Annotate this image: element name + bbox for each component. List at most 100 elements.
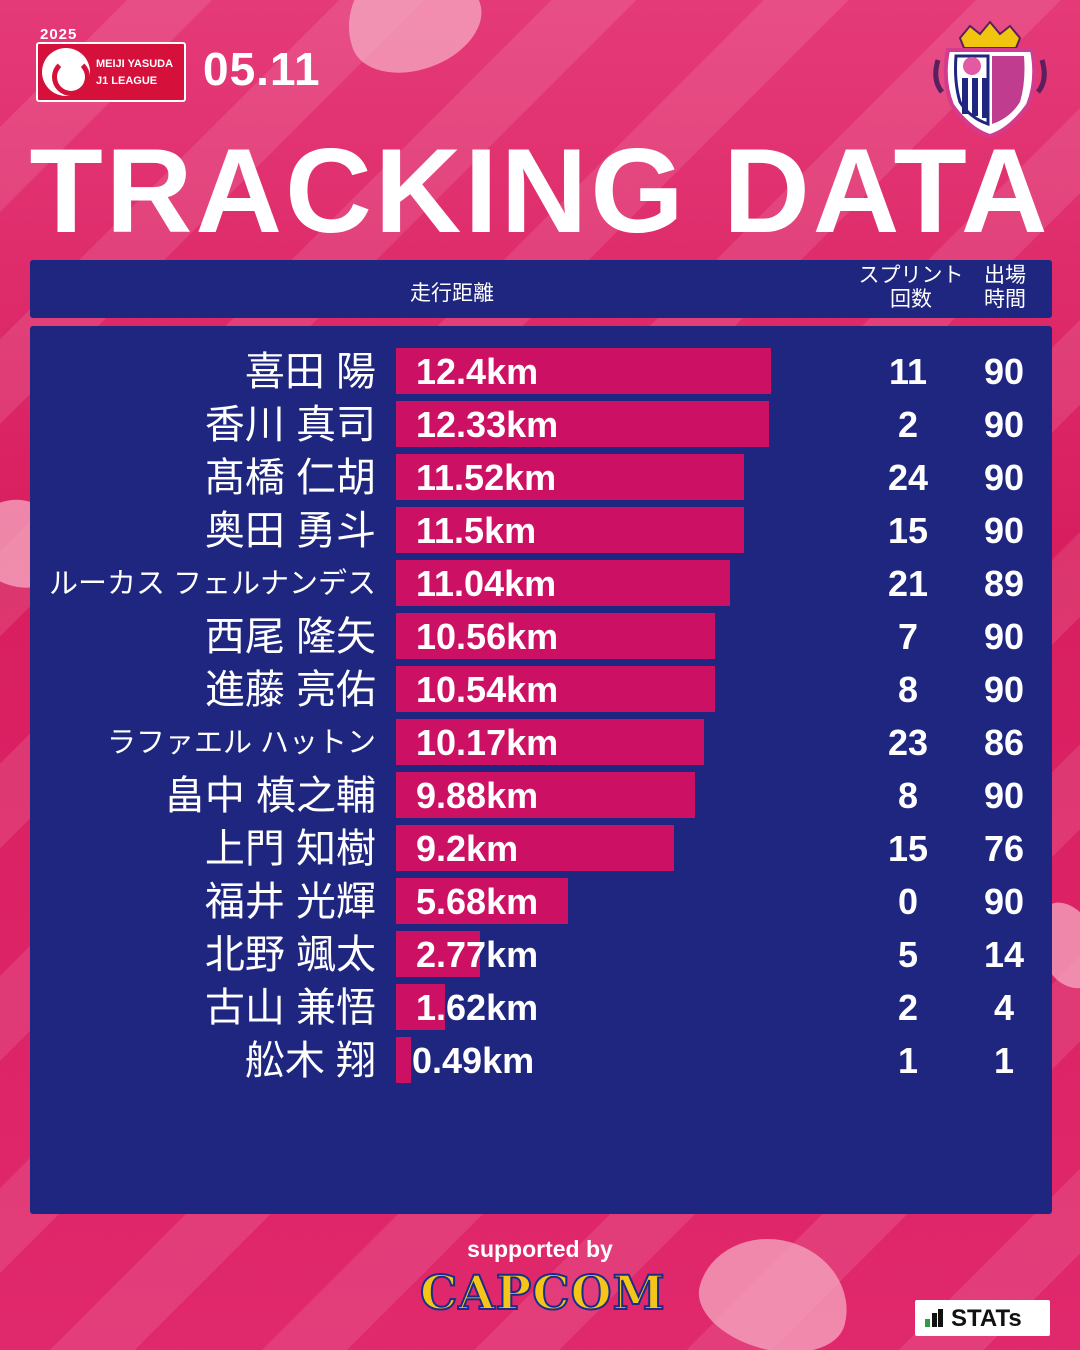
stats-provider-name: STATs <box>951 1305 1022 1332</box>
minutes-played: 90 <box>983 404 1025 445</box>
distance-label: 9.2km <box>416 828 519 869</box>
minutes-played: 90 <box>983 457 1025 498</box>
j-league-emblem-icon <box>42 48 90 96</box>
sprint-header-line1: スプリント <box>858 264 964 287</box>
sprint-count: 15 <box>887 510 929 551</box>
distance-bar <box>396 1037 411 1083</box>
player-name: ラファエル ハットン <box>106 727 376 759</box>
distance-label: 0.49km <box>412 1040 535 1081</box>
sprint-count: 8 <box>897 775 919 816</box>
table-row: ルーカス フェルナンデス 11.04km 21 89 <box>30 560 1052 608</box>
distance-label: 11.5km <box>416 510 537 551</box>
distance-bar <box>396 772 695 818</box>
table-row: 北野 颯太 2.77km 5 14 <box>30 931 1052 979</box>
table-row: 奥田 勇斗 11.5km 15 90 <box>30 507 1052 555</box>
distance-bar <box>396 666 715 712</box>
sprint-count: 8 <box>897 669 919 710</box>
league-name-line1: MEIJI YASUDA <box>96 58 174 70</box>
player-name: 喜田 陽 <box>244 350 376 394</box>
distance-label: 5.68km <box>416 881 539 922</box>
stats-provider-logo: STATs <box>915 1300 1050 1336</box>
table-row: 福井 光輝 5.68km 0 90 <box>30 878 1052 926</box>
distance-label: 10.54km <box>416 669 559 710</box>
table-row: 畠中 槙之輔 9.88km 8 90 <box>30 772 1052 820</box>
player-name: 上門 知樹 <box>204 827 376 871</box>
distance-bar <box>396 825 675 871</box>
sprint-count: 11 <box>888 351 928 392</box>
distance-label: 11.52km <box>416 457 557 498</box>
sprint-count: 0 <box>897 881 919 922</box>
table-row: 舩木 翔 0.49km 1 1 <box>30 1037 1052 1085</box>
sprint-count: 7 <box>897 616 919 657</box>
table-row: 香川 真司 12.33km 2 90 <box>30 401 1052 449</box>
minutes-played: 76 <box>983 828 1025 869</box>
player-name: 香川 真司 <box>204 403 376 447</box>
distance-bar <box>396 984 445 1030</box>
player-name: 奥田 勇斗 <box>204 509 376 553</box>
league-year: 2025 <box>40 26 78 43</box>
distance-bar <box>396 507 744 553</box>
distance-label: 12.33km <box>416 404 559 445</box>
minutes-header-line2: 時間 <box>984 288 1026 311</box>
sprint-count: 5 <box>897 934 919 975</box>
table-row: 髙橋 仁胡 11.52km 24 90 <box>30 454 1052 502</box>
player-name: 西尾 隆矢 <box>204 615 376 659</box>
sprint-count: 2 <box>897 987 919 1028</box>
table-row: 進藤 亮佑 10.54km 8 90 <box>30 666 1052 714</box>
distance-bar <box>396 931 480 977</box>
distance-label: 9.88km <box>416 775 539 816</box>
distance-label: 12.4km <box>416 351 539 392</box>
sponsor-logo: CAPCOM <box>419 1265 666 1322</box>
supported-by-label: supported by <box>467 1236 613 1262</box>
minutes-played: 1 <box>993 1040 1015 1081</box>
sprint-count: 23 <box>887 722 929 763</box>
player-name: 舩木 翔 <box>244 1039 376 1083</box>
distance-bar <box>396 560 730 606</box>
cerezo-osaka-crest-icon <box>933 20 1047 139</box>
table-row: 西尾 隆矢 10.56km 7 90 <box>30 613 1052 661</box>
j-league-logo: 2025 MEIJI YASUDA J1 LEAGUE <box>36 26 186 102</box>
minutes-header-line1: 出場 <box>984 264 1026 287</box>
minutes-played: 90 <box>983 510 1025 551</box>
minutes-played: 14 <box>983 934 1025 975</box>
minutes-played: 86 <box>983 722 1025 763</box>
player-name: 髙橋 仁胡 <box>204 456 376 500</box>
sprint-column-header: スプリント 回数 <box>853 264 969 312</box>
sprint-count: 2 <box>897 404 919 445</box>
distance-bar <box>396 454 745 500</box>
minutes-played: 90 <box>983 881 1025 922</box>
sprint-header-line2: 回数 <box>890 288 932 311</box>
distance-label: 1.62km <box>416 987 539 1028</box>
tracking-table: 喜田 陽 12.4km 11 90 香川 真司 12.33km 2 90 髙橋 仁胡 11.52k… <box>30 326 1052 1214</box>
player-name: 進藤 亮佑 <box>204 668 376 712</box>
table-row: 上門 知樹 9.2km 15 76 <box>30 825 1052 873</box>
table-row: 古山 兼悟 1.62km 2 4 <box>30 984 1052 1032</box>
player-name: 古山 兼悟 <box>204 986 376 1030</box>
match-date: 05.11 <box>203 43 321 95</box>
player-name: 畠中 槙之輔 <box>164 774 376 818</box>
distance-bar <box>396 719 704 765</box>
sprint-count: 24 <box>887 457 929 498</box>
column-header: 走行距離 スプリント 回数 出場 時間 <box>30 260 1052 318</box>
distance-label: 10.17km <box>416 722 559 763</box>
distance-label: 10.56km <box>416 616 559 657</box>
minutes-played: 90 <box>983 775 1025 816</box>
distance-bar <box>396 348 771 394</box>
league-badge: MEIJI YASUDA J1 LEAGUE <box>36 42 186 102</box>
league-name-line2: J1 LEAGUE <box>96 75 158 87</box>
player-name: 福井 光輝 <box>204 880 376 924</box>
petal-decoration <box>330 0 495 90</box>
stats-bar-icon <box>925 1309 943 1327</box>
distance-label: 11.04km <box>416 563 557 604</box>
distance-bar <box>396 878 568 924</box>
distance-bar <box>396 401 769 447</box>
minutes-column-header: 出場 時間 <box>975 264 1035 312</box>
table-row: 喜田 陽 12.4km 11 90 <box>30 348 1052 396</box>
player-name: 北野 颯太 <box>204 933 376 977</box>
minutes-played: 90 <box>983 351 1025 392</box>
minutes-played: 89 <box>983 563 1025 604</box>
sprint-count: 21 <box>887 563 929 604</box>
page-title: TRACKING DATA <box>29 124 1051 258</box>
minutes-played: 90 <box>983 669 1025 710</box>
minutes-played: 4 <box>993 987 1015 1028</box>
